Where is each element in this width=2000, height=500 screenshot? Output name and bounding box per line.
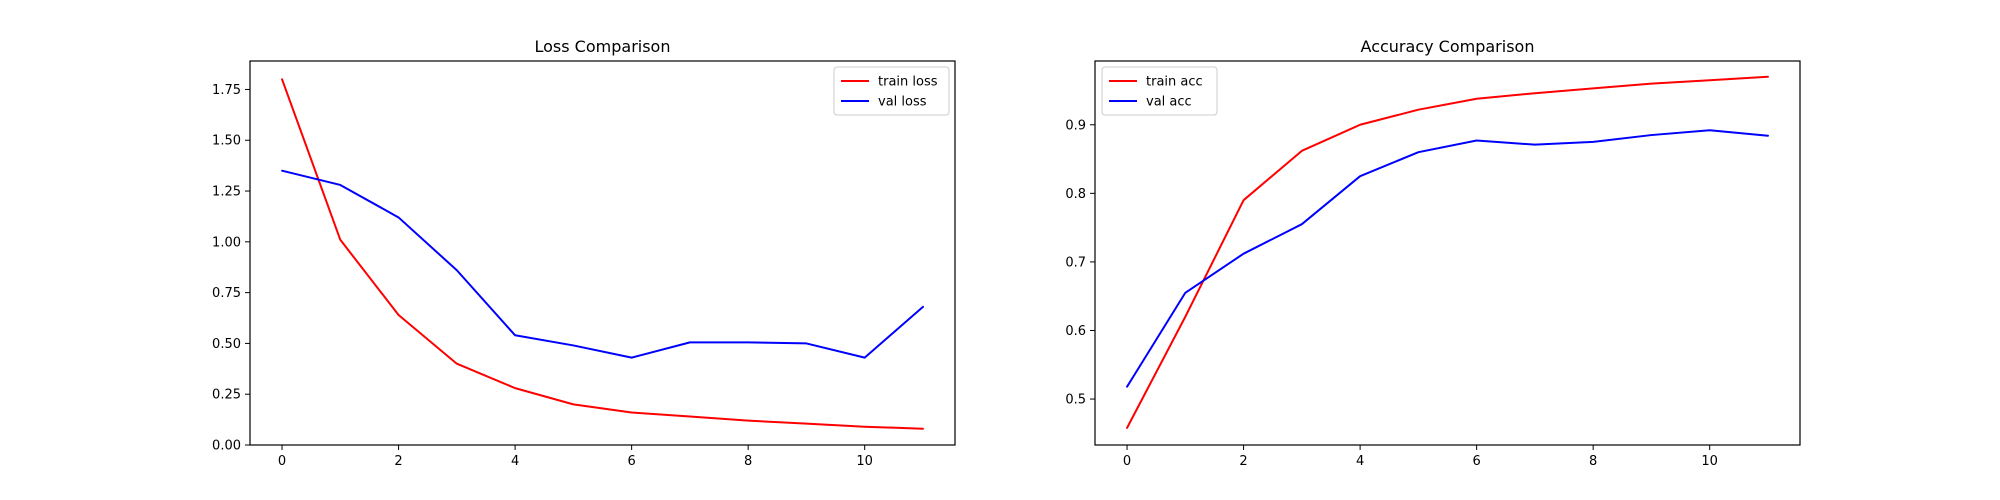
accuracy-x-tick-label: 0	[1123, 454, 1131, 469]
loss-plot-frame	[249, 60, 956, 446]
loss-x-tick-label: 8	[744, 454, 752, 469]
loss-y-tick-label: 0.75	[212, 286, 241, 301]
loss-x-tick-label: 10	[856, 454, 873, 469]
loss-x-tick-label: 2	[394, 454, 402, 469]
accuracy-x-tick-label: 4	[1356, 454, 1364, 469]
loss-series-train-loss	[281, 78, 924, 430]
loss-x-tick-label: 6	[627, 454, 635, 469]
loss-legend-label: train loss	[878, 75, 938, 90]
loss-y-tick-label: 0.25	[212, 388, 241, 403]
loss-legend-label: val loss	[878, 95, 927, 110]
accuracy-series-val-acc	[1126, 129, 1769, 388]
accuracy-plot-frame	[1094, 60, 1801, 446]
accuracy-y-tick-label: 0.6	[1065, 324, 1086, 339]
loss-y-tick-label: 0.00	[212, 439, 241, 454]
loss-y-tick-label: 1.25	[212, 185, 241, 200]
accuracy-x-tick-label: 10	[1701, 454, 1718, 469]
accuracy-y-tick-label: 0.9	[1065, 118, 1086, 133]
accuracy-x-tick-label: 6	[1472, 454, 1480, 469]
accuracy-chart-title: Accuracy Comparison	[1361, 37, 1535, 56]
accuracy-y-tick-label: 0.7	[1065, 255, 1086, 270]
loss-x-tick-label: 0	[278, 454, 286, 469]
loss-series-val-loss	[281, 169, 924, 359]
loss-legend-box	[833, 66, 950, 116]
accuracy-legend-label: train acc	[1146, 75, 1203, 90]
accuracy-y-tick-label: 0.8	[1065, 187, 1086, 202]
loss-legend: train loss val loss	[833, 66, 950, 116]
accuracy-series-train-acc	[1126, 75, 1769, 429]
loss-y-tick-label: 0.50	[212, 337, 241, 352]
loss-y-tick-label: 1.75	[212, 83, 241, 98]
accuracy-x-tick-label: 2	[1239, 454, 1247, 469]
loss-y-tick-label: 1.50	[212, 134, 241, 149]
loss-chart: Loss Comparison 0 2 4 6 8 10 0.00 0.25 0.50 0.75 1.…	[212, 37, 956, 469]
accuracy-y-tick-label: 0.5	[1065, 393, 1086, 408]
loss-chart-title: Loss Comparison	[535, 37, 671, 56]
loss-y-tick-label: 1.00	[212, 235, 241, 250]
loss-x-tick-label: 4	[511, 454, 519, 469]
accuracy-x-tick-label: 8	[1589, 454, 1597, 469]
accuracy-legend: train acc val acc	[1101, 66, 1218, 116]
accuracy-legend-label: val acc	[1146, 95, 1192, 110]
accuracy-legend-box	[1101, 66, 1218, 116]
accuracy-chart: Accuracy Comparison 0 2 4 6 8 10 0.5 0.6 0.7 0.8 0.…	[1065, 37, 1801, 469]
